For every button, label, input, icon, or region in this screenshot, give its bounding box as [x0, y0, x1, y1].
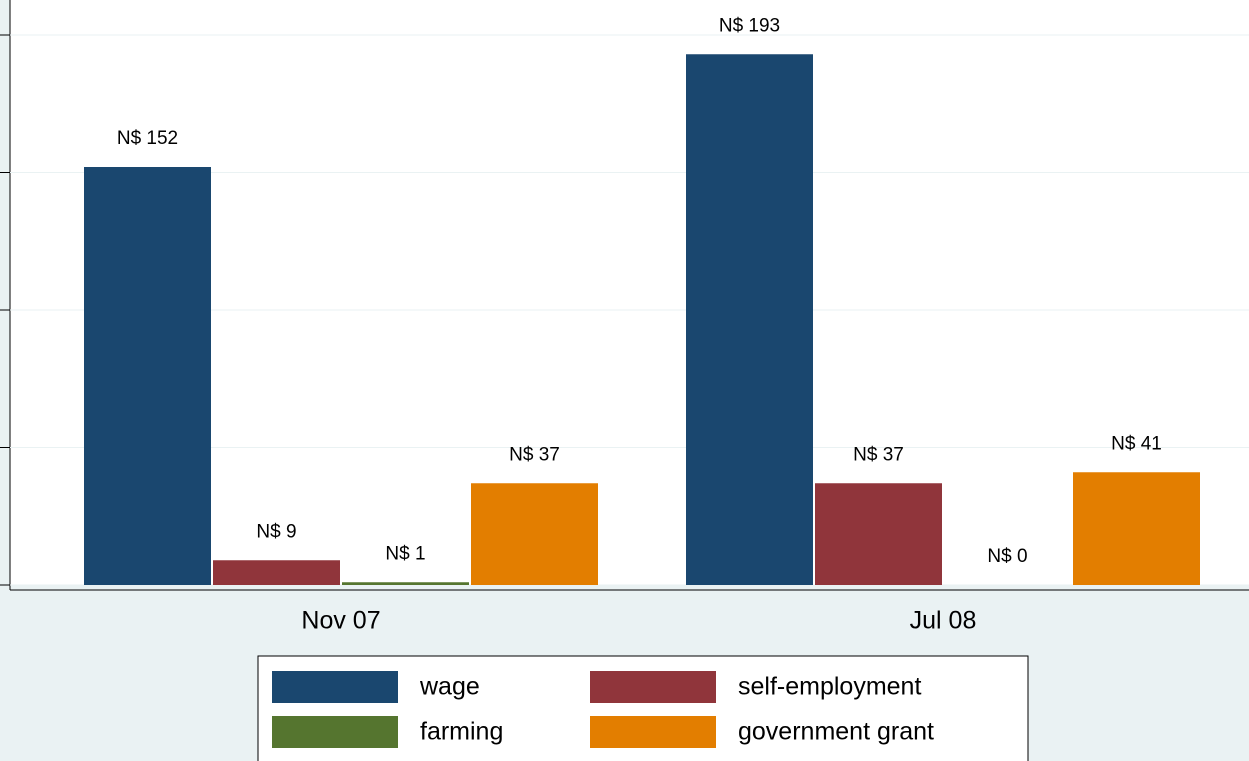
bar [815, 483, 942, 585]
bar [686, 54, 813, 585]
x-tick-label: Nov 07 [301, 607, 380, 635]
data-label: N$ 9 [256, 521, 296, 542]
bar [213, 560, 340, 585]
bar [471, 483, 598, 585]
data-label: N$ 0 [987, 546, 1027, 567]
bar [342, 582, 469, 585]
data-label: N$ 1 [385, 543, 425, 564]
data-label: N$ 193 [719, 15, 780, 36]
legend-label: government grant [738, 718, 934, 746]
plot-area [10, 0, 1249, 585]
legend-swatch [590, 671, 716, 703]
bar [84, 167, 211, 585]
data-label: N$ 41 [1111, 433, 1162, 454]
legend-swatch [272, 716, 398, 748]
x-tick-label: Jul 08 [910, 607, 977, 635]
legend-label: farming [420, 718, 503, 746]
bar [1073, 472, 1200, 585]
legend-swatch [590, 716, 716, 748]
legend-swatch [272, 671, 398, 703]
legend-label: self-employment [738, 673, 921, 701]
legend-label: wage [419, 673, 480, 701]
data-label: N$ 152 [117, 128, 178, 149]
data-label: N$ 37 [509, 444, 560, 465]
data-label: N$ 37 [853, 444, 904, 465]
